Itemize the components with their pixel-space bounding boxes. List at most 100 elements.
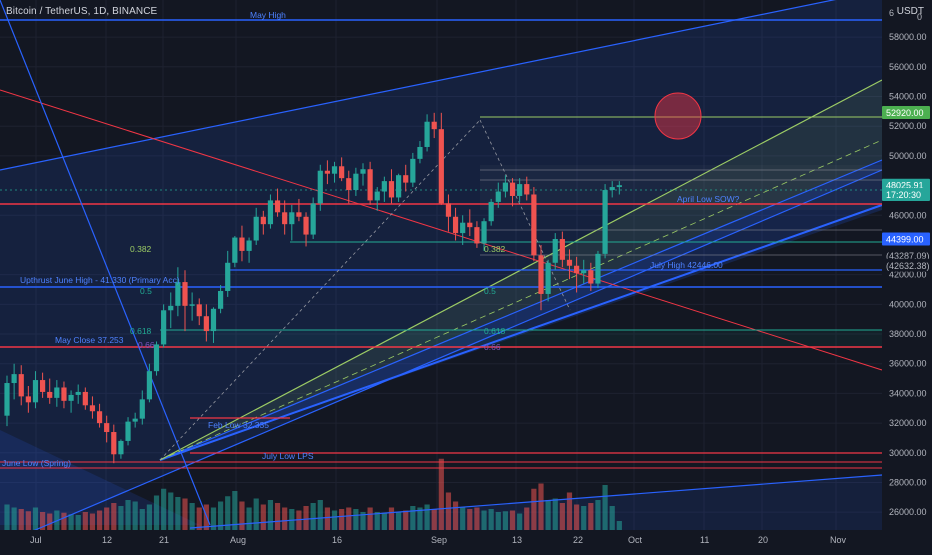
time-tick-label: Jul	[30, 535, 42, 545]
candle-body	[431, 121, 437, 130]
volume-bar	[68, 514, 74, 530]
candle-body	[96, 411, 103, 424]
fib-zone	[160, 330, 882, 348]
channel-lower	[0, 169, 883, 546]
volume-bar	[175, 497, 181, 530]
volume-bar	[125, 500, 131, 530]
candle-body	[509, 182, 516, 196]
volume-bar	[346, 507, 352, 530]
candle-body	[438, 129, 444, 204]
currency-text: USDT	[896, 6, 924, 17]
candle-body	[595, 253, 601, 284]
price-tag-label: (43287.09)	[886, 251, 930, 261]
candle-body	[460, 222, 466, 234]
candle-body	[153, 344, 160, 372]
candle-body	[196, 304, 202, 317]
candle-body	[182, 282, 188, 306]
currency-label[interactable]: USDT	[897, 6, 924, 17]
volume-bar	[218, 501, 224, 530]
symbol-title[interactable]: Bitcoin / TetherUS, 1D, BINANCE	[6, 6, 158, 17]
time-tick-label: Nov	[830, 535, 847, 545]
volume-bar	[239, 501, 245, 530]
candle-body	[47, 391, 53, 398]
volume-bar	[182, 498, 188, 530]
volume-bar	[424, 504, 430, 530]
volume-bars	[4, 458, 622, 530]
candle-body	[324, 170, 330, 174]
candle-body	[161, 310, 167, 345]
candle-body	[502, 182, 508, 192]
price-tick-top: 6	[889, 8, 894, 18]
candle-body	[381, 181, 387, 192]
candle-body	[317, 170, 323, 204]
time-tick-label: 16	[332, 535, 342, 545]
candle-body	[367, 169, 373, 201]
candle-body	[517, 184, 523, 196]
price-tag-label: 17:20:30	[886, 190, 921, 200]
price-tag	[882, 232, 930, 246]
volume-bar	[474, 507, 480, 530]
candle-body	[524, 184, 530, 195]
volume-bar	[267, 500, 274, 530]
candle-body	[339, 166, 345, 179]
candle-body	[289, 212, 295, 225]
volume-bar	[367, 507, 373, 530]
volume-bar	[460, 507, 466, 530]
annotation-april-low: April Low SOW?	[677, 194, 740, 204]
volume-bar	[104, 507, 110, 530]
volume-bar	[417, 507, 423, 530]
volume-bar	[566, 492, 573, 530]
candle-body	[574, 265, 580, 274]
candle-body	[282, 212, 288, 225]
annotation-fib-66-left: 0.66	[138, 340, 155, 350]
price-tag	[882, 106, 930, 120]
price-tick-label: 58000.00	[889, 32, 927, 42]
price-tick-label: 50000.00	[889, 151, 927, 161]
volume-bar	[616, 521, 622, 530]
volume-bar	[260, 504, 266, 530]
time-tick-label: Sep	[431, 535, 447, 545]
price-tick-label: 34000.00	[889, 388, 927, 398]
price-tick-label: 46000.00	[889, 210, 927, 220]
volume-bar	[225, 496, 231, 530]
volume-bar	[196, 507, 202, 530]
volume-bar	[410, 506, 416, 530]
volume-bar	[388, 507, 395, 530]
candle-body	[609, 187, 615, 191]
candle-body	[11, 374, 17, 384]
volume-bar	[289, 509, 295, 530]
annotation-fib-618-right: 0.618	[484, 326, 506, 336]
volume-bar	[75, 515, 81, 530]
candle-body	[168, 305, 174, 311]
candle-body	[396, 175, 402, 198]
price-tick-label: 36000.00	[889, 359, 927, 369]
candle-body	[274, 200, 281, 213]
price-tick-label: 40000.00	[889, 299, 927, 309]
fork-green-mid	[159, 139, 883, 461]
volume-bar	[310, 503, 316, 530]
candle-body	[588, 270, 594, 284]
candle-body	[267, 200, 274, 225]
candlesticks	[4, 112, 622, 464]
volume-bar	[552, 498, 558, 530]
volume-bar	[47, 513, 53, 530]
channel-upper	[0, 0, 837, 171]
candle-body	[132, 418, 138, 422]
volume-bar	[609, 506, 615, 530]
volume-bar	[538, 483, 544, 530]
candle-body	[260, 216, 266, 225]
volume-bar	[11, 507, 17, 530]
volume-bar	[353, 509, 359, 530]
annotation-fib-66-right: 0.66	[484, 342, 501, 352]
time-tick-label: 22	[573, 535, 583, 545]
candle-body	[467, 222, 473, 228]
volume-bar	[438, 458, 444, 530]
candle-body	[203, 316, 209, 332]
candle-body	[68, 394, 74, 401]
volume-bar	[82, 512, 88, 530]
candle-body	[552, 239, 558, 263]
volume-bar	[40, 512, 46, 530]
annotation-july-low-lps: July Low LPS	[262, 451, 314, 461]
